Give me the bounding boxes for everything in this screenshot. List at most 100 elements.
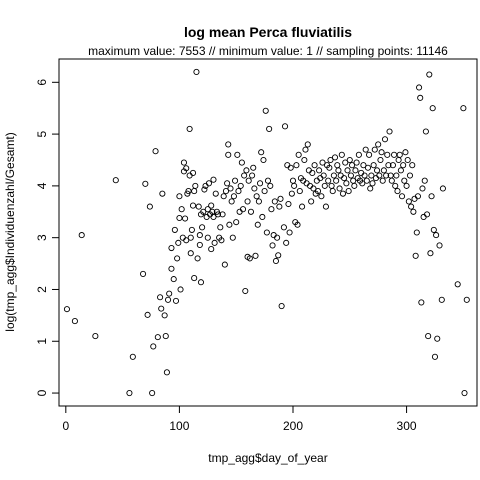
data-point bbox=[170, 276, 177, 283]
data-point bbox=[438, 296, 445, 303]
data-point bbox=[259, 213, 266, 221]
data-point bbox=[295, 151, 302, 158]
data-point bbox=[368, 172, 375, 179]
data-point bbox=[252, 252, 259, 259]
data-point bbox=[345, 188, 352, 195]
data-point bbox=[416, 84, 423, 91]
data-point bbox=[177, 286, 184, 293]
data-point bbox=[427, 250, 434, 257]
y-tick-label: 4 bbox=[35, 182, 49, 189]
data-point bbox=[334, 162, 341, 169]
data-point bbox=[285, 200, 292, 208]
data-point bbox=[380, 167, 387, 174]
data-point bbox=[182, 215, 189, 222]
data-point bbox=[460, 105, 467, 112]
data-point bbox=[175, 239, 182, 246]
data-point bbox=[183, 237, 190, 244]
data-point bbox=[347, 172, 354, 179]
data-point bbox=[164, 296, 172, 303]
data-point bbox=[146, 203, 153, 210]
data-point bbox=[376, 172, 383, 179]
data-point bbox=[401, 177, 408, 184]
data-point bbox=[204, 206, 211, 213]
data-point bbox=[346, 156, 353, 164]
data-point bbox=[426, 71, 433, 78]
data-point bbox=[192, 182, 199, 189]
data-point bbox=[112, 177, 119, 184]
data-point bbox=[225, 141, 232, 148]
data-point bbox=[262, 107, 269, 114]
data-point bbox=[225, 151, 232, 158]
chart-title: log mean Perca fluviatilis bbox=[184, 24, 352, 40]
data-point bbox=[219, 211, 226, 218]
data-point bbox=[166, 290, 173, 297]
data-point bbox=[218, 237, 225, 244]
data-point bbox=[278, 302, 285, 310]
data-point bbox=[211, 239, 218, 246]
data-point bbox=[353, 159, 360, 166]
data-point bbox=[461, 390, 468, 397]
data-point bbox=[419, 185, 426, 192]
data-point bbox=[351, 182, 358, 189]
data-point bbox=[195, 203, 202, 210]
data-point bbox=[342, 159, 349, 166]
data-point bbox=[389, 162, 396, 169]
data-point bbox=[149, 390, 156, 397]
data-point bbox=[126, 390, 133, 397]
data-point bbox=[428, 193, 435, 200]
data-point bbox=[244, 198, 251, 205]
data-point bbox=[235, 188, 242, 195]
data-point bbox=[402, 149, 409, 156]
data-point bbox=[144, 311, 151, 318]
data-point bbox=[309, 169, 316, 176]
data-point bbox=[341, 175, 348, 182]
data-point bbox=[185, 188, 192, 195]
data-point bbox=[249, 172, 256, 179]
data-point bbox=[328, 182, 335, 189]
data-point bbox=[194, 255, 201, 262]
data-point bbox=[197, 279, 205, 286]
data-point bbox=[224, 180, 231, 187]
data-point bbox=[193, 68, 200, 75]
data-point bbox=[191, 188, 198, 195]
data-point bbox=[140, 270, 147, 277]
data-point bbox=[189, 202, 197, 209]
y-tick-label: 5 bbox=[35, 130, 49, 137]
data-point bbox=[439, 185, 446, 192]
x-tick-label: 200 bbox=[283, 419, 303, 433]
data-point bbox=[230, 193, 237, 200]
data-point bbox=[291, 182, 298, 189]
data-point bbox=[373, 167, 381, 174]
data-point bbox=[371, 146, 378, 153]
data-point bbox=[208, 246, 215, 253]
data-point bbox=[289, 177, 297, 184]
data-point bbox=[352, 167, 359, 174]
data-point bbox=[212, 190, 219, 197]
data-point bbox=[258, 149, 265, 156]
data-point bbox=[191, 275, 198, 282]
data-point bbox=[409, 162, 416, 169]
data-point bbox=[239, 206, 247, 213]
data-point bbox=[178, 206, 185, 213]
data-point bbox=[377, 156, 384, 164]
data-point bbox=[454, 281, 461, 288]
data-point bbox=[214, 211, 222, 218]
data-point bbox=[430, 226, 437, 233]
data-point bbox=[412, 252, 419, 259]
data-point bbox=[333, 177, 340, 184]
data-point bbox=[367, 185, 374, 192]
data-point bbox=[229, 234, 236, 241]
data-point bbox=[260, 156, 267, 164]
data-point bbox=[275, 252, 282, 259]
data-point bbox=[186, 125, 193, 132]
data-point bbox=[276, 203, 283, 210]
data-point bbox=[220, 193, 227, 200]
data-point bbox=[385, 162, 392, 169]
data-point bbox=[413, 229, 420, 236]
data-point bbox=[302, 146, 309, 153]
data-point bbox=[174, 255, 181, 262]
data-point bbox=[378, 149, 385, 156]
data-point bbox=[159, 190, 166, 197]
data-point bbox=[375, 141, 382, 148]
data-point bbox=[187, 234, 194, 241]
